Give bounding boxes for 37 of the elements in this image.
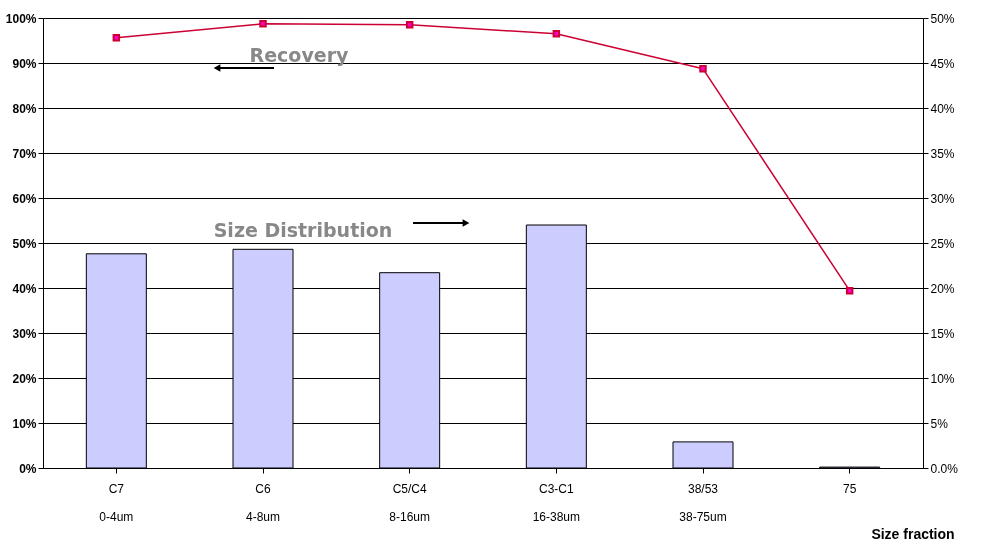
y2-tick-label: 15% xyxy=(930,326,955,341)
series-label: Size Distribution xyxy=(213,219,393,241)
x-tick-label: C5/C4 8-16um xyxy=(389,481,431,524)
y2-tick-label: 0.0% xyxy=(930,461,959,476)
y-tick-label: 10% xyxy=(12,416,37,431)
y-tick-label: 80% xyxy=(12,101,37,116)
y2-tick-label: 40% xyxy=(930,101,955,116)
y-tick-label: 60% xyxy=(12,191,37,206)
y-tick-label: 90% xyxy=(12,56,37,71)
x-tick-label: C3-C1 16-38um xyxy=(532,481,581,524)
y2-tick-label: 20% xyxy=(930,281,955,296)
x-axis-title: Size fraction xyxy=(871,526,955,542)
y2-tick-label: 45% xyxy=(930,56,955,71)
point xyxy=(845,286,854,295)
x-tick-label: 75 xyxy=(842,481,857,496)
y2-tick-label: 35% xyxy=(930,146,955,161)
x-tick-label: 38/53 38-75um xyxy=(679,481,727,524)
point xyxy=(259,20,267,28)
x-tick-label: C6 4-8um xyxy=(245,481,281,524)
y-tick-label: 70% xyxy=(12,146,37,161)
y2-tick-label: 25% xyxy=(930,236,955,251)
y2-tick-label: 50% xyxy=(930,11,955,26)
y-tick-label: 100% xyxy=(5,11,37,26)
y-tick-label: 0% xyxy=(19,461,37,476)
y-tick-label: 30% xyxy=(12,326,37,341)
y2-tick-label: 5% xyxy=(930,416,949,431)
x-tick-label: C7 0-4um xyxy=(99,481,134,524)
point xyxy=(552,30,561,38)
series-label: Recovery xyxy=(249,44,350,66)
y-tick-label: 20% xyxy=(12,371,37,386)
y2-tick-label: 10% xyxy=(930,371,955,386)
y2-tick-label: 30% xyxy=(930,191,955,206)
y-tick-label: 50% xyxy=(12,236,37,251)
y-tick-label: 40% xyxy=(12,281,37,296)
point xyxy=(699,65,707,73)
point xyxy=(405,21,414,29)
point xyxy=(112,34,121,42)
